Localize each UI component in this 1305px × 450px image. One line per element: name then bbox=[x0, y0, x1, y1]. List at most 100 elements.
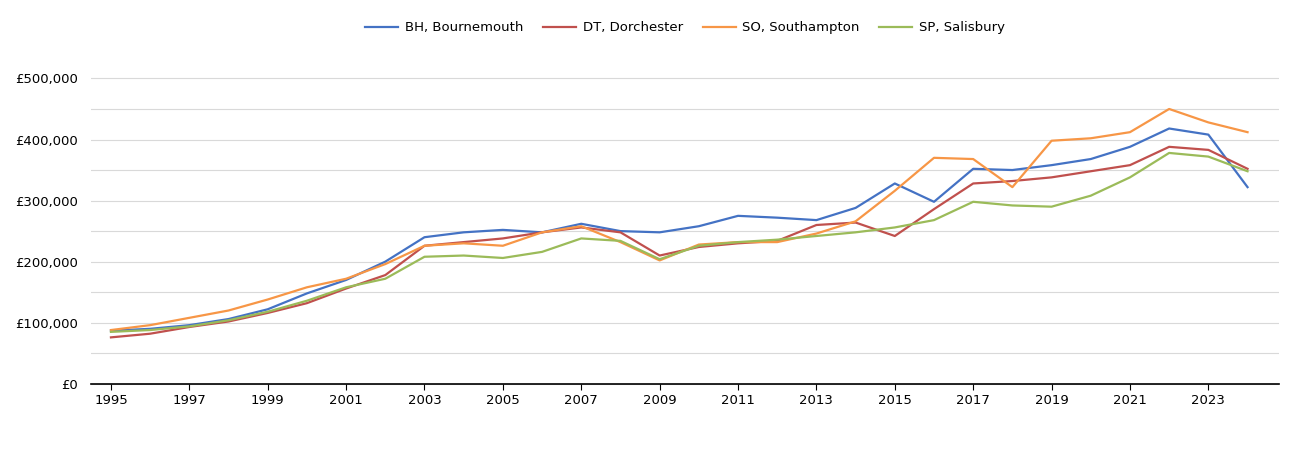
SO, Southampton bbox=[181, 315, 197, 320]
SO, Southampton bbox=[848, 219, 864, 224]
SP, Salisbury bbox=[103, 329, 119, 335]
BH, Bournemouth bbox=[103, 328, 119, 333]
SP, Salisbury bbox=[338, 284, 354, 290]
SO, Southampton bbox=[260, 297, 275, 302]
SP, Salisbury bbox=[887, 225, 903, 230]
BH, Bournemouth bbox=[221, 316, 236, 322]
DT, Dorchester bbox=[181, 324, 197, 330]
Legend: BH, Bournemouth, DT, Dorchester, SO, Southampton, SP, Salisbury: BH, Bournemouth, DT, Dorchester, SO, Sou… bbox=[360, 16, 1010, 40]
SO, Southampton bbox=[651, 258, 667, 263]
SO, Southampton bbox=[338, 276, 354, 281]
DT, Dorchester bbox=[1240, 166, 1255, 171]
BH, Bournemouth bbox=[142, 326, 158, 332]
DT, Dorchester bbox=[103, 335, 119, 340]
SO, Southampton bbox=[770, 239, 786, 245]
Line: BH, Bournemouth: BH, Bournemouth bbox=[111, 129, 1248, 331]
DT, Dorchester bbox=[534, 230, 549, 235]
Line: SP, Salisbury: SP, Salisbury bbox=[111, 153, 1248, 332]
SO, Southampton bbox=[455, 241, 471, 246]
DT, Dorchester bbox=[299, 301, 315, 306]
DT, Dorchester bbox=[1005, 178, 1021, 184]
SP, Salisbury bbox=[495, 255, 510, 261]
SP, Salisbury bbox=[731, 239, 746, 245]
SP, Salisbury bbox=[455, 253, 471, 258]
DT, Dorchester bbox=[1201, 147, 1216, 153]
BH, Bournemouth bbox=[416, 234, 432, 240]
SO, Southampton bbox=[573, 224, 589, 229]
SO, Southampton bbox=[103, 327, 119, 333]
DT, Dorchester bbox=[455, 239, 471, 245]
SO, Southampton bbox=[377, 261, 393, 267]
BH, Bournemouth bbox=[299, 291, 315, 296]
DT, Dorchester bbox=[1083, 169, 1099, 174]
SP, Salisbury bbox=[1240, 169, 1255, 174]
SO, Southampton bbox=[416, 243, 432, 248]
SP, Salisbury bbox=[927, 217, 942, 223]
SP, Salisbury bbox=[142, 327, 158, 333]
BH, Bournemouth bbox=[1161, 126, 1177, 131]
Line: DT, Dorchester: DT, Dorchester bbox=[111, 147, 1248, 338]
BH, Bournemouth bbox=[966, 166, 981, 171]
DT, Dorchester bbox=[809, 222, 825, 228]
DT, Dorchester bbox=[848, 220, 864, 225]
DT, Dorchester bbox=[1044, 175, 1060, 180]
SP, Salisbury bbox=[1083, 193, 1099, 198]
SP, Salisbury bbox=[573, 236, 589, 241]
SO, Southampton bbox=[1201, 120, 1216, 125]
SO, Southampton bbox=[495, 243, 510, 248]
DT, Dorchester bbox=[573, 225, 589, 230]
SP, Salisbury bbox=[377, 276, 393, 281]
DT, Dorchester bbox=[416, 243, 432, 248]
SP, Salisbury bbox=[1161, 150, 1177, 156]
SO, Southampton bbox=[1044, 138, 1060, 144]
BH, Bournemouth bbox=[455, 230, 471, 235]
SP, Salisbury bbox=[651, 256, 667, 262]
SP, Salisbury bbox=[612, 238, 628, 243]
BH, Bournemouth bbox=[927, 199, 942, 204]
DT, Dorchester bbox=[260, 310, 275, 315]
BH, Bournemouth bbox=[573, 221, 589, 226]
SO, Southampton bbox=[809, 231, 825, 236]
BH, Bournemouth bbox=[1240, 184, 1255, 190]
BH, Bournemouth bbox=[534, 230, 549, 235]
SP, Salisbury bbox=[534, 249, 549, 255]
DT, Dorchester bbox=[927, 207, 942, 212]
DT, Dorchester bbox=[887, 233, 903, 238]
SP, Salisbury bbox=[221, 318, 236, 323]
SO, Southampton bbox=[221, 308, 236, 313]
SO, Southampton bbox=[1005, 184, 1021, 190]
BH, Bournemouth bbox=[377, 259, 393, 264]
SP, Salisbury bbox=[260, 309, 275, 315]
DT, Dorchester bbox=[651, 253, 667, 258]
BH, Bournemouth bbox=[809, 217, 825, 223]
BH, Bournemouth bbox=[887, 181, 903, 186]
DT, Dorchester bbox=[770, 238, 786, 243]
SP, Salisbury bbox=[416, 254, 432, 260]
DT, Dorchester bbox=[692, 244, 707, 250]
BH, Bournemouth bbox=[1122, 144, 1138, 149]
DT, Dorchester bbox=[612, 230, 628, 235]
SO, Southampton bbox=[1240, 130, 1255, 135]
BH, Bournemouth bbox=[692, 224, 707, 229]
SO, Southampton bbox=[534, 230, 549, 235]
DT, Dorchester bbox=[221, 319, 236, 324]
SO, Southampton bbox=[966, 156, 981, 162]
SP, Salisbury bbox=[1201, 154, 1216, 159]
BH, Bournemouth bbox=[612, 229, 628, 234]
BH, Bournemouth bbox=[1201, 132, 1216, 137]
SO, Southampton bbox=[887, 188, 903, 194]
SP, Salisbury bbox=[692, 243, 707, 248]
BH, Bournemouth bbox=[1044, 162, 1060, 168]
SO, Southampton bbox=[692, 242, 707, 247]
BH, Bournemouth bbox=[1083, 156, 1099, 162]
BH, Bournemouth bbox=[181, 323, 197, 328]
SO, Southampton bbox=[1083, 135, 1099, 141]
SP, Salisbury bbox=[809, 233, 825, 238]
BH, Bournemouth bbox=[848, 205, 864, 211]
SO, Southampton bbox=[927, 155, 942, 161]
SO, Southampton bbox=[299, 284, 315, 290]
DT, Dorchester bbox=[142, 331, 158, 337]
SP, Salisbury bbox=[770, 237, 786, 243]
SP, Salisbury bbox=[1005, 203, 1021, 208]
BH, Bournemouth bbox=[260, 306, 275, 312]
